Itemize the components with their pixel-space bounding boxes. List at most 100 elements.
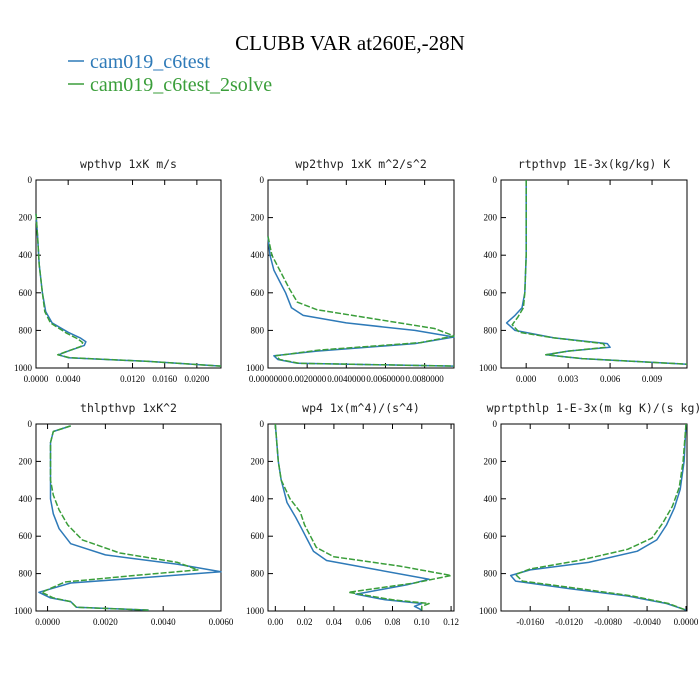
y-tick-label: 400	[19, 250, 33, 260]
panel-2: wp2thvp 1xK m^2/s^2020040060080010000.00…	[246, 157, 455, 384]
y-tick-label: 400	[251, 494, 265, 504]
y-tick-label: 800	[251, 569, 265, 579]
series-line-2	[511, 180, 688, 365]
x-tick-label: 0.04	[326, 617, 342, 627]
series-line-1	[35, 213, 222, 367]
series-line-2	[41, 425, 199, 611]
x-tick-label: 0.0000000	[249, 374, 288, 384]
series-line-2	[274, 423, 452, 611]
legend-label-2: cam019_c6test_2solve	[90, 74, 272, 96]
panel-title: wpthvp 1xK m/s	[80, 157, 177, 171]
y-tick-label: 0	[493, 419, 498, 429]
x-tick-label: 0.0040	[56, 374, 81, 384]
x-tick-label: 0.0040	[151, 617, 176, 627]
x-tick-label: 0.0040000	[327, 374, 366, 384]
panel-title: wprtpthlp 1-E-3x(m kg K)/(s kg)	[487, 401, 700, 415]
plot-frame	[500, 423, 688, 612]
y-tick-label: 1000	[479, 606, 498, 616]
y-tick-label: 0	[260, 419, 265, 429]
x-tick-label: -0.0160	[516, 617, 544, 627]
x-tick-label: 0.0060	[209, 617, 234, 627]
y-tick-label: 200	[251, 456, 265, 466]
series-line-2	[35, 213, 222, 367]
y-tick-label: 400	[484, 250, 498, 260]
panel-3: rtpthvp 1E-3x(kg/kg) K 0 200 400 600 800 1000 0…	[479, 157, 688, 384]
y-tick-label: 1000	[246, 363, 265, 373]
x-tick-label: 0.12	[443, 617, 459, 627]
x-tick-label: 0.0020	[93, 617, 118, 627]
y-tick-label: 800	[19, 569, 33, 579]
y-tick-label: 600	[19, 288, 33, 298]
y-tick-label: 600	[484, 531, 498, 541]
legend-label-1: cam019_c6test	[90, 51, 210, 73]
x-tick-label: 0.003	[558, 374, 579, 384]
y-tick-label: 800	[484, 325, 498, 335]
plot-frame	[500, 179, 688, 369]
plot-frame	[267, 179, 455, 369]
x-tick-label: 0.0020000	[288, 374, 327, 384]
y-tick-label: 200	[484, 213, 498, 223]
x-tick-label: 0.0080000	[406, 374, 445, 384]
y-tick-label: 600	[251, 288, 265, 298]
plot-frame	[35, 423, 222, 612]
y-tick-label: 200	[19, 456, 33, 466]
x-tick-label: 0.0000	[674, 617, 699, 627]
y-tick-label: 400	[251, 250, 265, 260]
y-tick-label: 400	[19, 494, 33, 504]
x-tick-label: 0.0120	[120, 374, 145, 384]
panel-title: wp4 1x(m^4)/(s^4)	[302, 401, 420, 415]
y-tick-label: 1000	[246, 606, 265, 616]
series-line-2	[267, 236, 455, 367]
x-tick-label: 0.000	[516, 374, 537, 384]
y-tick-label: 800	[484, 569, 498, 579]
panel-title: wp2thvp 1xK m^2/s^2	[295, 157, 427, 171]
x-tick-label: 0.009	[642, 374, 663, 384]
y-tick-label: 800	[19, 325, 33, 335]
y-tick-label: 0	[260, 175, 265, 185]
x-tick-label: 0.10	[414, 617, 430, 627]
series-line-1	[274, 423, 430, 611]
y-tick-label: 200	[251, 213, 265, 223]
x-tick-label: 0.0200	[184, 374, 209, 384]
y-tick-label: 800	[251, 325, 265, 335]
y-tick-label: 1000	[479, 363, 498, 373]
y-tick-label: 1000	[14, 606, 33, 616]
series-line-1	[509, 423, 687, 611]
x-tick-label: 0.06	[355, 617, 371, 627]
x-tick-label: -0.0120	[555, 617, 583, 627]
series-line-1	[505, 180, 688, 365]
x-tick-label: -0.0080	[594, 617, 622, 627]
plot-frame	[267, 423, 455, 612]
x-tick-label: 0.0000	[35, 617, 60, 627]
x-tick-label: 0.0160	[152, 374, 177, 384]
plot-frame	[35, 179, 222, 369]
y-tick-label: 400	[484, 494, 498, 504]
y-tick-label: 200	[484, 456, 498, 466]
y-tick-label: 600	[251, 531, 265, 541]
panel-title: thlpthvp 1xK^2	[80, 401, 177, 415]
x-tick-label: 0.0000	[24, 374, 49, 384]
x-tick-label: 0.006	[600, 374, 621, 384]
y-tick-label: 1000	[14, 363, 33, 373]
y-tick-label: 600	[484, 288, 498, 298]
series-line-2	[514, 423, 687, 611]
series-line-1	[267, 236, 455, 367]
x-tick-label: 0.0060000	[366, 374, 405, 384]
y-tick-label: 200	[19, 213, 33, 223]
legend-entry-1: cam019_c6test	[68, 51, 210, 73]
y-tick-label: 0	[28, 175, 33, 185]
legend: cam019_c6test cam019_c6test_2solve	[68, 51, 272, 96]
panel-title: rtpthvp 1E-3x(kg/kg) K	[518, 157, 670, 171]
x-tick-label: 0.02	[297, 617, 313, 627]
legend-entry-2: cam019_c6test_2solve	[68, 74, 272, 96]
y-tick-label: 600	[19, 531, 33, 541]
y-tick-label: 0	[493, 175, 498, 185]
figure-title: CLUBB VAR at260E,-28N	[235, 31, 465, 55]
x-tick-label: 0.00	[267, 617, 283, 627]
x-tick-label: -0.0040	[633, 617, 661, 627]
